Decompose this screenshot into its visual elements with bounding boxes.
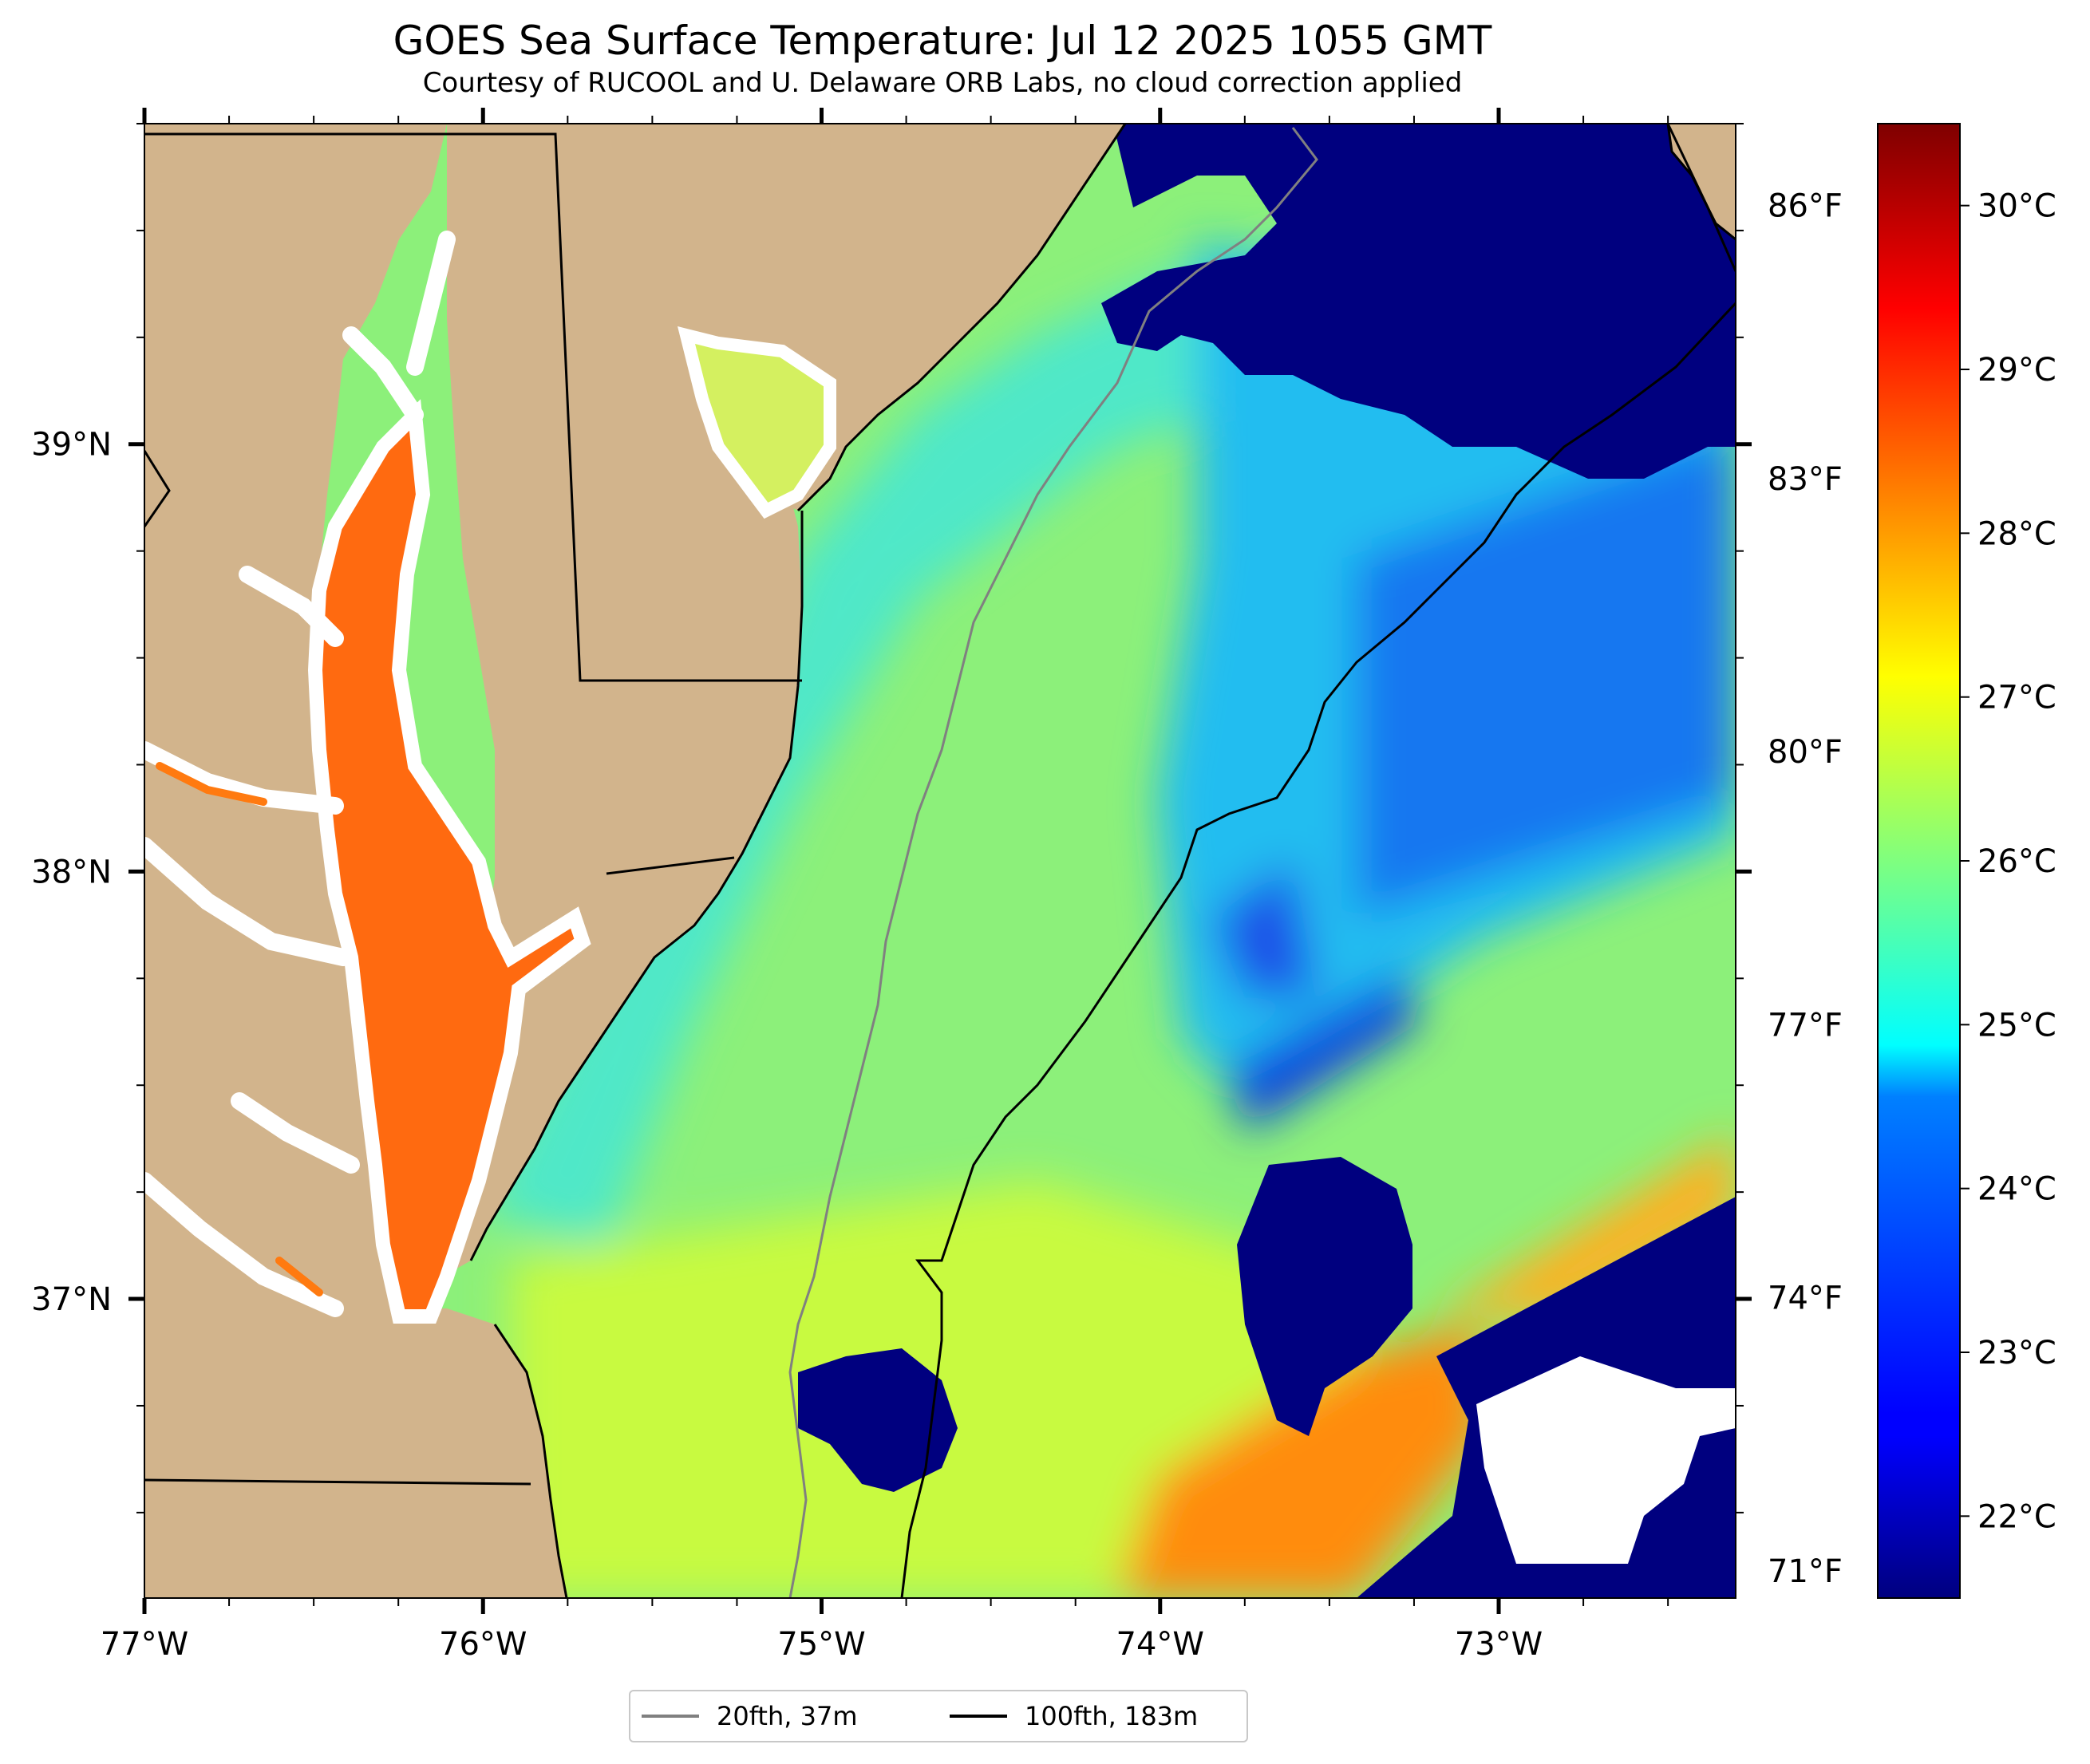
legend-line-100fth: [950, 1715, 1007, 1718]
land-southern-mainland: [144, 1308, 567, 1598]
cold-water-eddy: [798, 1348, 958, 1492]
plot-title: GOES Sea Surface Temperature: Jul 12 202…: [393, 18, 1492, 64]
legend-item-100fth: 100fth, 183m: [950, 1691, 1198, 1741]
x-tick-label: 76°W: [439, 1626, 527, 1663]
x-tick-label: 77°W: [101, 1626, 188, 1663]
map-plot-area: [144, 124, 1736, 1598]
colorbar-tick-label: 29°C: [1977, 352, 2056, 389]
legend-item-20fth: 20fth, 37m: [642, 1691, 857, 1741]
legend-label-20fth: 20fth, 37m: [717, 1701, 858, 1731]
colorbar-tick-label: 24°C: [1977, 1171, 2056, 1208]
fahrenheit-tick-label: 83°F: [1768, 461, 1843, 498]
y-tick-label: 39°N: [31, 427, 112, 464]
chesapeake-bay: [315, 415, 583, 1316]
isobath-20fth: [788, 127, 1318, 1598]
x-tick-label: 75°W: [777, 1626, 865, 1663]
colorbar-tick-label: 22°C: [1977, 1498, 2056, 1535]
fahrenheit-tick-label: 77°F: [1768, 1007, 1843, 1044]
colorbar: [1877, 123, 1961, 1599]
colorbar-tick-label: 28°C: [1977, 515, 2056, 552]
isobath-100fth: [900, 124, 1736, 1598]
colorbar-tick-label: 26°C: [1977, 843, 2056, 880]
land-cape-cod-region: [1668, 124, 1736, 239]
legend-line-20fth: [642, 1715, 699, 1718]
colorbar-tick-label: 23°C: [1977, 1335, 2056, 1371]
legend-label-100fth: 100fth, 183m: [1025, 1701, 1199, 1731]
no-data-region: [1476, 1356, 1736, 1564]
colorbar-ticks: 30°C 29°C 28°C 27°C 26°C 25°C 24°C 23°C 22°C: [1960, 188, 2056, 1535]
tributaries: [144, 231, 456, 1317]
cold-water-region-north: [1101, 124, 1736, 479]
y-axis-ticks: 39°N 38°N 37°N: [31, 123, 1752, 1513]
isobath-legend: 20fth, 37m 100fth, 183m: [629, 1690, 1248, 1742]
colorbar-tick-label: 27°C: [1977, 680, 2056, 716]
map-frame: [144, 123, 1736, 1599]
cold-water-region-southeast: [1237, 1157, 1412, 1436]
plot-subtitle: Courtesy of RUCOOL and U. Delaware ORB L…: [422, 67, 1463, 99]
y-tick-label: 38°N: [31, 854, 112, 890]
fahrenheit-tick-label: 86°F: [1768, 188, 1843, 225]
fahrenheit-axis-ticks: 86°F 83°F 80°F 77°F 74°F 71°F: [1768, 188, 1843, 1590]
fahrenheit-tick-label: 71°F: [1768, 1553, 1843, 1590]
colorbar-tick-label: 30°C: [1977, 188, 2056, 225]
fahrenheit-tick-label: 74°F: [1768, 1281, 1843, 1317]
colorbar-tick-label: 25°C: [1977, 1007, 2056, 1044]
fahrenheit-tick-label: 80°F: [1768, 734, 1843, 771]
land-new-jersey: [559, 124, 1125, 511]
x-tick-label: 73°W: [1455, 1626, 1543, 1663]
x-tick-label: 74°W: [1116, 1626, 1204, 1663]
x-axis-ticks: 77°W 76°W 75°W 74°W 73°W: [101, 108, 1669, 1663]
y-tick-label: 37°N: [31, 1281, 112, 1318]
state-borders: [144, 132, 802, 1486]
land-western-shore: [144, 124, 447, 1308]
delaware-bay: [686, 335, 830, 511]
